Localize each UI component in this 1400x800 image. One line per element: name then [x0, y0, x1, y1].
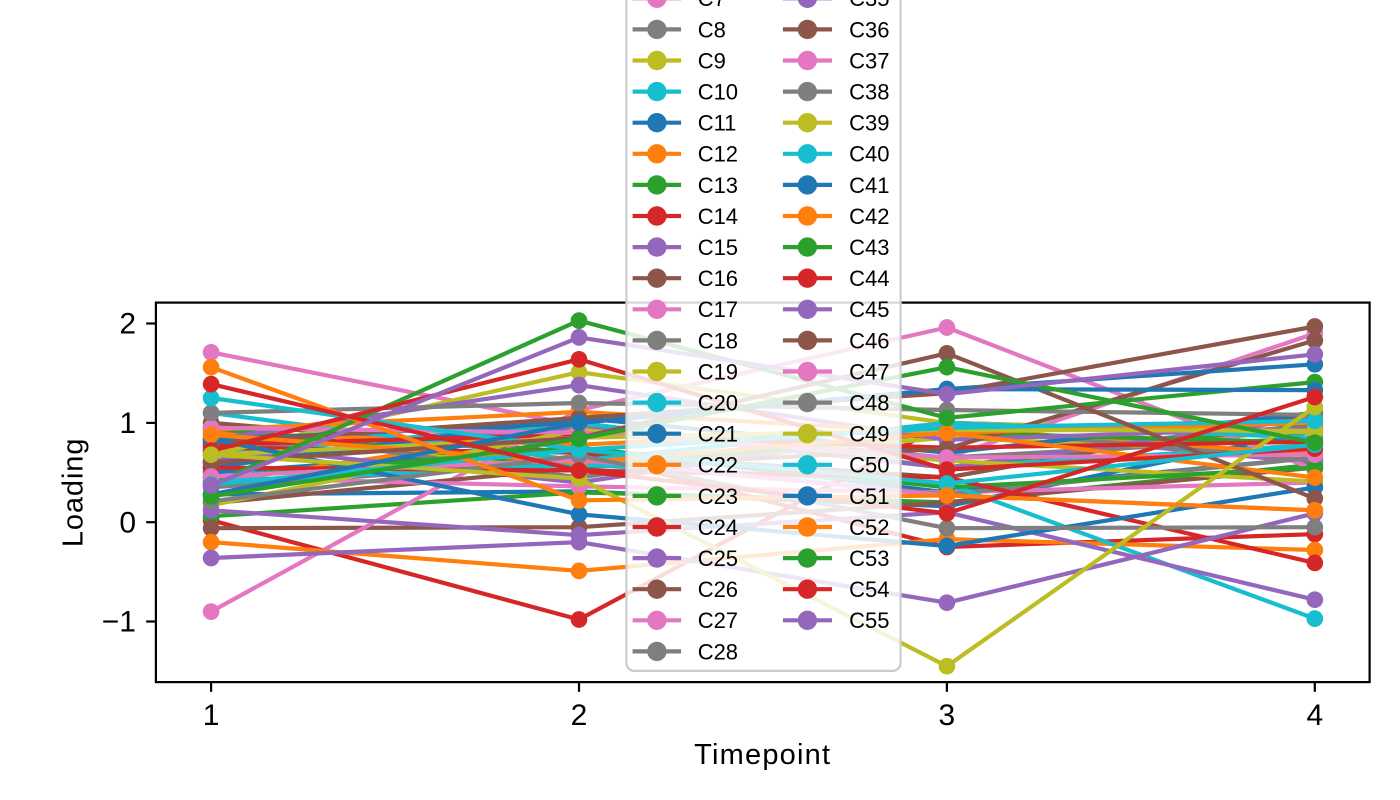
svg-text:C39: C39	[849, 111, 889, 136]
svg-text:C22: C22	[698, 453, 738, 478]
svg-text:C10: C10	[698, 80, 738, 105]
svg-text:3: 3	[939, 699, 956, 732]
svg-text:C53: C53	[849, 546, 889, 571]
svg-text:C20: C20	[698, 391, 738, 416]
svg-text:Timepoint: Timepoint	[694, 739, 831, 771]
svg-text:C27: C27	[698, 608, 738, 633]
svg-text:C24: C24	[698, 515, 738, 540]
svg-text:C14: C14	[698, 204, 738, 229]
svg-text:C47: C47	[849, 359, 889, 384]
svg-text:C26: C26	[698, 577, 738, 602]
svg-text:C43: C43	[849, 235, 889, 260]
svg-text:C17: C17	[698, 297, 738, 322]
svg-text:C55: C55	[849, 608, 889, 633]
svg-text:C41: C41	[849, 173, 889, 198]
svg-text:C15: C15	[698, 235, 738, 260]
svg-text:C11: C11	[698, 111, 737, 136]
svg-text:C28: C28	[698, 639, 738, 664]
svg-text:C37: C37	[849, 48, 889, 73]
svg-text:C7: C7	[698, 0, 726, 11]
svg-text:C44: C44	[849, 266, 889, 291]
svg-text:C13: C13	[698, 173, 738, 198]
svg-text:C40: C40	[849, 142, 889, 167]
svg-text:C18: C18	[698, 328, 738, 353]
svg-text:−1: −1	[102, 606, 136, 639]
svg-text:C8: C8	[698, 17, 726, 42]
svg-text:C9: C9	[698, 48, 726, 73]
svg-text:2: 2	[119, 308, 136, 341]
svg-text:C42: C42	[849, 204, 889, 229]
svg-text:C54: C54	[849, 577, 889, 602]
svg-text:C46: C46	[849, 328, 889, 353]
svg-text:C12: C12	[698, 142, 738, 167]
svg-text:C25: C25	[698, 546, 738, 571]
svg-text:C19: C19	[698, 359, 738, 384]
svg-text:C51: C51	[849, 484, 889, 509]
svg-text:Loading: Loading	[58, 438, 90, 548]
svg-text:C16: C16	[698, 266, 738, 291]
svg-text:C38: C38	[849, 80, 889, 105]
svg-text:C50: C50	[849, 453, 889, 478]
svg-text:0: 0	[119, 506, 136, 539]
svg-text:C52: C52	[849, 515, 889, 540]
svg-text:C35: C35	[849, 0, 889, 11]
svg-text:C36: C36	[849, 17, 889, 42]
svg-text:C48: C48	[849, 391, 889, 416]
svg-text:C23: C23	[698, 484, 738, 509]
svg-text:2: 2	[571, 699, 588, 732]
svg-text:C45: C45	[849, 297, 889, 322]
svg-text:1: 1	[119, 407, 136, 440]
svg-text:C49: C49	[849, 422, 889, 447]
svg-text:1: 1	[203, 699, 220, 732]
svg-text:C21: C21	[698, 422, 738, 447]
svg-text:4: 4	[1306, 699, 1323, 732]
